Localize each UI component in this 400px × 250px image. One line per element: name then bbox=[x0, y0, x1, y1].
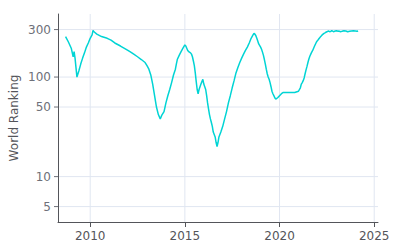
svg-text:2010: 2010 bbox=[75, 229, 106, 243]
svg-text:100: 100 bbox=[28, 70, 51, 84]
svg-text:World Ranking: World Ranking bbox=[7, 75, 21, 162]
svg-text:2015: 2015 bbox=[170, 229, 201, 243]
svg-text:50: 50 bbox=[36, 100, 51, 114]
svg-text:2025: 2025 bbox=[359, 229, 390, 243]
svg-text:10: 10 bbox=[36, 170, 51, 184]
svg-text:5: 5 bbox=[43, 200, 51, 214]
svg-text:300: 300 bbox=[28, 23, 51, 37]
svg-text:2020: 2020 bbox=[264, 229, 295, 243]
